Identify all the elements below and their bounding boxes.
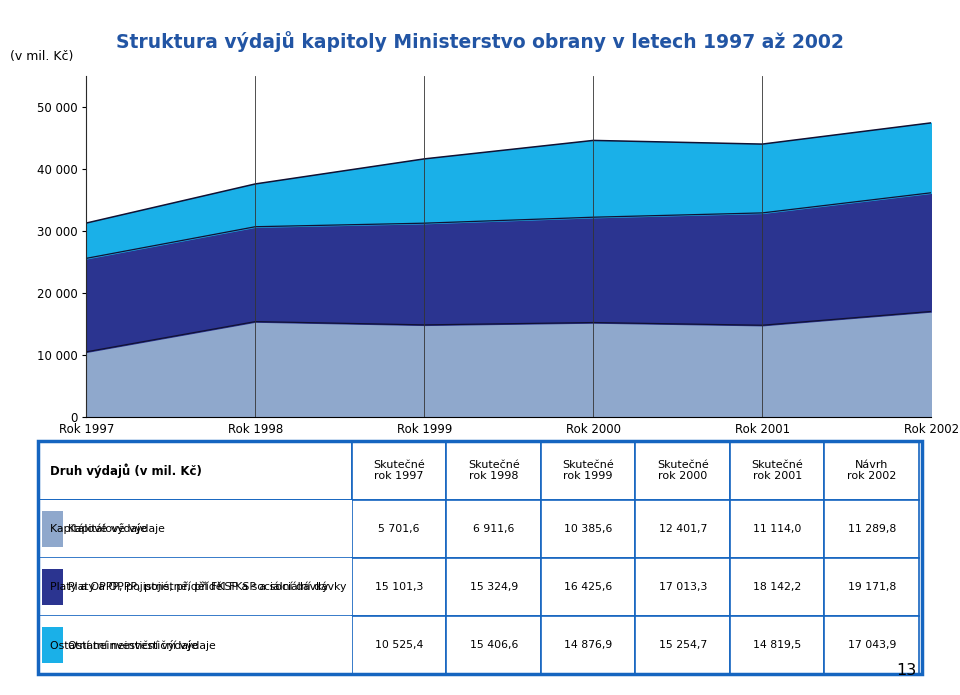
Text: Skutečné
rok 1999: Skutečné rok 1999: [563, 459, 614, 481]
Text: 15 324,9: 15 324,9: [469, 582, 517, 592]
Text: 17 043,9: 17 043,9: [848, 640, 896, 650]
Text: Ostatní neinvestiční výdaje: Ostatní neinvestiční výdaje: [50, 639, 198, 651]
Text: 14 819,5: 14 819,5: [753, 640, 802, 650]
Text: Druh výdajů (v mil. Kč): Druh výdajů (v mil. Kč): [50, 463, 202, 477]
Text: 14 876,9: 14 876,9: [564, 640, 612, 650]
Text: 15 101,3: 15 101,3: [375, 582, 423, 592]
Text: Kapitálové výdaje: Kapitálové výdaje: [50, 523, 147, 534]
Text: 6 911,6: 6 911,6: [473, 523, 515, 534]
Text: Struktura výdajů kapitoly Ministerstvo obrany v letech 1997 až 2002: Struktura výdajů kapitoly Ministerstvo o…: [116, 31, 844, 52]
Text: Platy a OPPP, pojistné, příděl FKSP a sociální dávky: Platy a OPPP, pojistné, příděl FKSP a so…: [68, 582, 347, 592]
Text: 11 114,0: 11 114,0: [753, 523, 802, 534]
Text: 5 701,6: 5 701,6: [378, 523, 420, 534]
Text: 19 171,8: 19 171,8: [848, 582, 896, 592]
Text: 10 525,4: 10 525,4: [375, 640, 423, 650]
Text: (v mil. Kč): (v mil. Kč): [11, 50, 74, 63]
Text: Skutečné
rok 1997: Skutečné rok 1997: [373, 459, 425, 481]
Text: 12 401,7: 12 401,7: [659, 523, 707, 534]
Text: 13: 13: [897, 662, 917, 678]
Text: 15 406,6: 15 406,6: [469, 640, 517, 650]
Text: Skutečné
rok 2000: Skutečné rok 2000: [657, 459, 708, 481]
Text: Platy a OPPP, pojistné, příděl FKSP a sociální dávky: Platy a OPPP, pojistné, příděl FKSP a so…: [50, 582, 328, 592]
Text: 16 425,6: 16 425,6: [564, 582, 612, 592]
Text: 17 013,3: 17 013,3: [659, 582, 707, 592]
Text: 10 385,6: 10 385,6: [564, 523, 612, 534]
Text: Ostatní neinvestiční výdaje: Ostatní neinvestiční výdaje: [68, 639, 216, 651]
Text: Kapitálové výdaje: Kapitálové výdaje: [68, 523, 165, 534]
Text: 18 142,2: 18 142,2: [753, 582, 802, 592]
Text: 11 289,8: 11 289,8: [848, 523, 896, 534]
Text: Návrh
rok 2002: Návrh rok 2002: [847, 459, 897, 481]
Text: Skutečné
rok 2001: Skutečné rok 2001: [752, 459, 804, 481]
Text: Skutečné
rok 1998: Skutečné rok 1998: [468, 459, 519, 481]
Text: 15 254,7: 15 254,7: [659, 640, 707, 650]
